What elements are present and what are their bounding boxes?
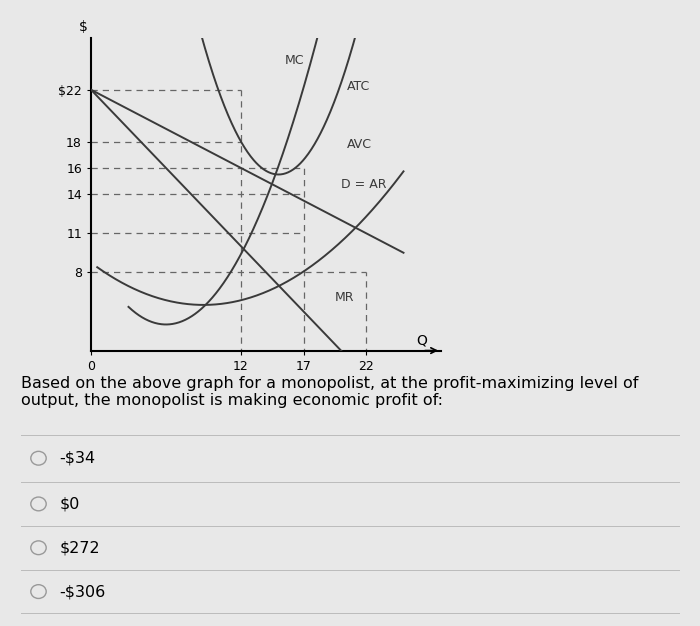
Text: MR: MR xyxy=(335,291,354,304)
Text: $: $ xyxy=(78,20,88,34)
Text: $272: $272 xyxy=(60,540,100,555)
Text: AVC: AVC xyxy=(347,138,372,151)
Text: D = AR: D = AR xyxy=(341,178,386,190)
Text: Q: Q xyxy=(416,333,427,347)
Text: Based on the above graph for a monopolist, at the profit-maximizing level of
out: Based on the above graph for a monopolis… xyxy=(21,376,638,408)
Text: $0: $0 xyxy=(60,496,80,511)
Text: ATC: ATC xyxy=(347,80,370,93)
Text: MC: MC xyxy=(285,54,304,66)
Text: -$34: -$34 xyxy=(60,451,96,466)
Text: -$306: -$306 xyxy=(60,584,106,599)
